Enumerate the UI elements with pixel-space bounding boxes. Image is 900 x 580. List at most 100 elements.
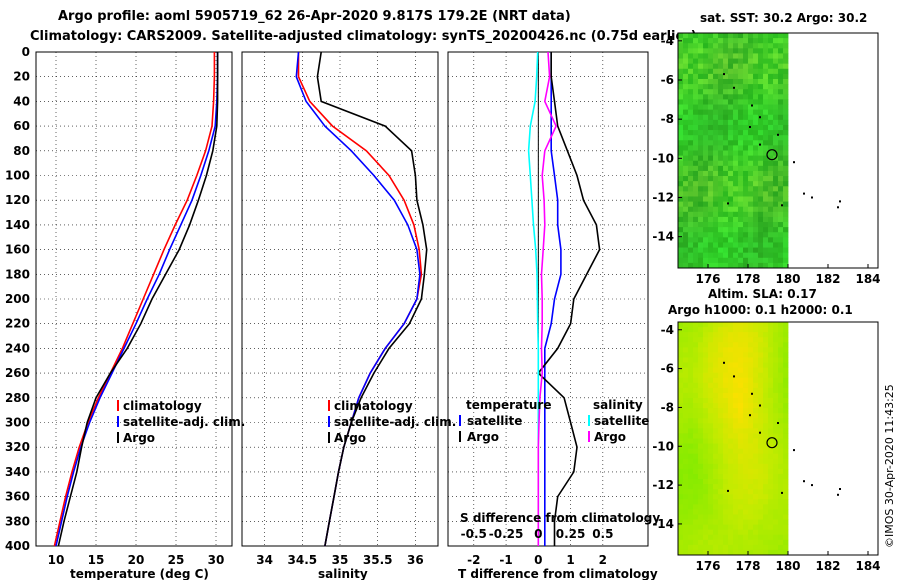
heatmap-cell [748, 332, 754, 338]
heatmap-cell [688, 463, 694, 470]
heatmap-cell [703, 479, 709, 485]
heatmap-cell [718, 448, 724, 455]
heatmap-cell [783, 544, 789, 551]
heatmap-cell [758, 48, 764, 54]
heatmap-cell [728, 58, 734, 65]
heatmap-cell [703, 135, 709, 141]
heatmap-cell [688, 377, 694, 384]
heatmap-cell [683, 509, 689, 515]
heatmap-cell [678, 408, 684, 414]
heatmap-cell [683, 33, 689, 39]
heatmap-cell [733, 99, 739, 105]
nearby-profile-dot [759, 431, 761, 434]
heatmap-cell [723, 176, 729, 182]
heatmap-cell [698, 473, 704, 480]
heatmap-cell [723, 232, 729, 238]
heatmap-cell [773, 509, 779, 515]
heatmap-cell [723, 463, 729, 470]
heatmap-cell [703, 544, 709, 551]
heatmap-cell [783, 458, 789, 465]
heatmap-cell [708, 130, 714, 136]
heatmap-cell [783, 232, 789, 238]
heatmap-cell [698, 181, 704, 187]
heatmap-cell [733, 352, 739, 358]
heatmap-cell [738, 332, 744, 338]
heatmap-cell [783, 104, 789, 111]
heatmap-cell [723, 438, 729, 444]
heatmap-cell [678, 473, 684, 480]
heatmap-cell [738, 443, 744, 450]
heatmap-cell [738, 191, 744, 197]
heatmap-cell [778, 479, 784, 485]
nearby-profile-dot [727, 202, 729, 205]
heatmap-cell [698, 119, 704, 126]
heatmap-cell [753, 170, 759, 177]
heatmap-cell [738, 124, 744, 131]
heatmap-cell [718, 438, 724, 444]
heatmap-cell [773, 130, 779, 136]
heatmap-cell [733, 489, 739, 495]
heatmap-cell [778, 222, 784, 228]
heatmap-cell [768, 408, 774, 414]
heatmap-cell [773, 222, 779, 228]
heatmap-cell [713, 257, 719, 264]
heatmap-cell [738, 382, 744, 389]
heatmap-cell [738, 53, 744, 59]
heatmap-cell [718, 499, 724, 505]
heatmap-cell [713, 124, 719, 131]
heatmap-cell [728, 458, 734, 465]
heatmap-cell [783, 73, 789, 80]
heatmap-cell [713, 418, 719, 424]
heatmap-cell [688, 124, 694, 131]
heatmap-cell [753, 504, 759, 510]
heatmap-cell [703, 58, 709, 65]
heatmap-cell [763, 135, 769, 141]
heatmap-cell [768, 242, 774, 248]
heatmap-cell [783, 252, 789, 259]
nearby-profile-dot [811, 196, 813, 199]
heatmap-cell [723, 216, 729, 223]
heatmap-cell [713, 63, 719, 70]
heatmap-cell [693, 252, 699, 259]
heatmap-cell [693, 165, 699, 172]
heatmap-cell [688, 63, 694, 70]
heatmap-cell [713, 191, 719, 197]
heatmap-cell [703, 322, 709, 328]
heatmap-cell [718, 549, 724, 556]
sla-map-frame [677, 321, 879, 556]
heatmap-cell [743, 130, 749, 136]
heatmap-cell [773, 63, 779, 70]
heatmap-cell [678, 362, 684, 368]
lon-tick-label: 180 [775, 272, 800, 286]
heatmap-cell [698, 534, 704, 541]
heatmap-cell [768, 232, 774, 238]
heatmap-cell [743, 73, 749, 80]
heatmap-cell [783, 43, 789, 49]
heatmap-cell [708, 504, 714, 510]
heatmap-cell [743, 140, 749, 146]
heatmap-cell [688, 438, 694, 444]
heatmap-cell [693, 544, 699, 551]
heatmap-cell [683, 58, 689, 65]
heatmap-cell [683, 438, 689, 444]
heatmap-cell [738, 392, 744, 399]
figure-title-line2: Climatology: CARS2009. Satellite-adjuste… [30, 29, 697, 44]
heatmap-cell [743, 99, 749, 105]
heatmap-cell [683, 468, 689, 475]
heatmap-cell [778, 544, 784, 551]
heatmap-cell [773, 135, 779, 141]
heatmap-cell [683, 211, 689, 218]
heatmap-cell [763, 186, 769, 192]
heatmap-cell [698, 73, 704, 80]
heatmap-cell [703, 519, 709, 526]
heatmap-cell [683, 337, 689, 343]
heatmap-cell [728, 342, 734, 348]
heatmap-cell [713, 438, 719, 444]
heatmap-cell [703, 94, 709, 100]
heatmap-cell [768, 473, 774, 480]
heatmap-cell [738, 504, 744, 510]
heatmap-cell [733, 397, 739, 404]
heatmap-cell [743, 232, 749, 238]
heatmap-cell [778, 443, 784, 450]
heatmap-cell [768, 124, 774, 131]
